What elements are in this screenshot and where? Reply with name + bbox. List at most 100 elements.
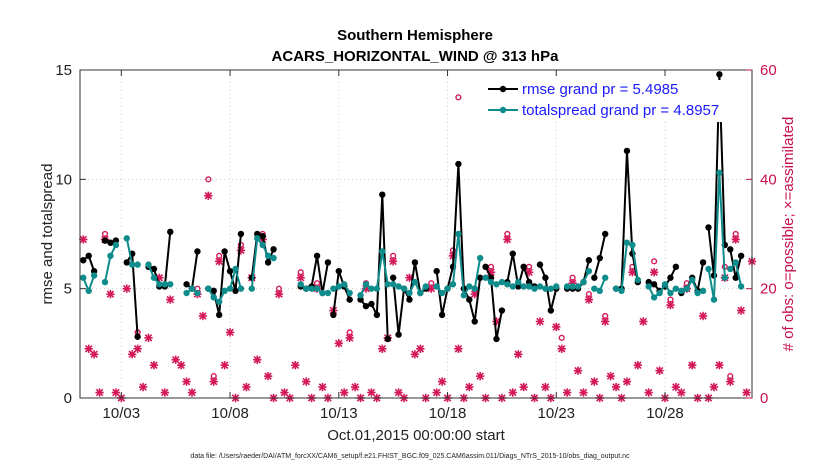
legend-rmse-label: rmse grand pr = 5.4985: [522, 81, 678, 98]
spread-point: [395, 283, 402, 290]
rmse-point: [384, 335, 391, 343]
obs-assimilated-marker: [215, 257, 224, 266]
rmse-point: [623, 147, 631, 155]
rmse-point: [362, 302, 370, 310]
obs-assimilated-marker: [410, 350, 420, 359]
obs-assimilated-marker: [350, 382, 360, 392]
rmse-point: [498, 307, 506, 314]
spread-point: [379, 248, 386, 255]
obs-assimilated-marker: [242, 382, 251, 392]
obs-assimilated-marker: [95, 388, 104, 397]
spread-line-segment: [707, 171, 726, 301]
spread-point: [591, 285, 598, 292]
rmse-point: [330, 311, 337, 319]
spread-point: [335, 283, 342, 290]
obs-assimilated-marker: [209, 377, 218, 386]
spread-point: [297, 281, 304, 288]
obs-assimilated-marker: [677, 388, 686, 397]
obs-assimilated-marker: [253, 355, 262, 364]
rmse-point: [80, 257, 87, 264]
obs-assimilated-marker: [176, 361, 186, 370]
obs-assimilated-marker: [367, 388, 376, 397]
spread-point: [254, 235, 261, 242]
legend-box: [484, 80, 746, 122]
spread-point: [449, 281, 457, 288]
rmse-point: [379, 191, 386, 198]
spread-point: [602, 274, 609, 281]
spread-point: [482, 274, 489, 281]
obs-assimilated-marker: [535, 317, 545, 326]
rmse-point: [150, 265, 158, 273]
obs-assimilated-marker: [106, 289, 115, 299]
spread-point: [553, 283, 560, 290]
y-right-tick-label: 40: [760, 171, 777, 188]
obs-assimilated-marker: [709, 382, 719, 392]
obs-assimilated-marker: [128, 350, 137, 359]
spread-point: [498, 278, 506, 286]
obs-assimilated-marker: [318, 382, 327, 392]
spread-point: [308, 285, 315, 292]
rmse-point: [536, 261, 544, 268]
plot-frame: [79, 69, 753, 399]
obs-assimilated-marker: [84, 344, 93, 353]
obs-assimilated-marker: [334, 339, 343, 348]
rmse-point: [520, 263, 527, 270]
obs-assimilated-marker: [465, 382, 474, 392]
rmse-point: [525, 278, 533, 286]
spread-point: [699, 287, 707, 295]
spread-point: [721, 274, 729, 281]
spread-point: [264, 252, 272, 260]
rmse-point: [107, 239, 114, 246]
legend-spread-marker: [499, 106, 507, 114]
y-axis-right-label: # of obs: o=possible; ×=assimilated: [780, 117, 797, 352]
obs-assimilated-marker: [138, 382, 148, 392]
spread-point: [90, 272, 98, 279]
spread-point: [357, 292, 364, 299]
spread-point: [324, 289, 332, 297]
obs-assimilated-marker: [454, 344, 463, 353]
obs-assimilated-marker: [622, 377, 632, 386]
obs-assimilated-marker: [149, 361, 159, 370]
obs-assimilated-marker: [89, 350, 99, 359]
x-tick-label: 10/23: [537, 405, 575, 422]
spread-point: [368, 285, 375, 292]
spread-point: [493, 281, 500, 288]
obs-markers-layer: [79, 94, 757, 403]
spread-point: [656, 289, 663, 297]
obs-assimilated-marker: [378, 344, 387, 353]
x-tick-label: 10/13: [320, 405, 358, 422]
obs-assimilated-marker: [601, 317, 610, 326]
spread-point: [101, 278, 109, 286]
obs-assimilated-marker: [715, 361, 724, 370]
obs-assimilated-marker: [649, 268, 659, 277]
spread-point: [422, 283, 429, 290]
y-right-tick-label: 20: [760, 281, 777, 298]
spread-point: [683, 285, 690, 292]
rmse-point: [112, 237, 120, 244]
rmse-point: [602, 230, 609, 238]
spread-point: [107, 252, 114, 260]
tick-layer: 10/03 10/08 10/13 10/18 10/23 10/28 0 5 10 15 0 20 4…: [55, 62, 776, 422]
rmse-point: [373, 311, 381, 319]
spread-point: [330, 285, 337, 292]
rmse-point: [727, 246, 734, 253]
spread-point: [259, 241, 266, 249]
obs-assimilated-marker: [182, 377, 191, 386]
obs-assimilated-marker: [584, 295, 594, 304]
obs-assimilated-marker: [541, 382, 550, 392]
obs-assimilated-marker: [726, 377, 735, 386]
rmse-point: [455, 160, 462, 168]
obs-assimilated-marker: [220, 361, 229, 370]
obs-assimilated-marker: [639, 317, 648, 326]
spread-point: [319, 289, 326, 297]
spread-point: [737, 283, 745, 290]
spread-point: [694, 289, 701, 297]
x-tick-label: 10/08: [211, 405, 249, 422]
rmse-point: [226, 267, 234, 275]
rmse-point: [313, 252, 321, 260]
spread-point: [504, 281, 511, 288]
spread-point: [515, 278, 522, 286]
rmse-point: [368, 300, 375, 308]
spread-point: [134, 261, 141, 268]
obs-assimilated-marker: [590, 377, 599, 386]
